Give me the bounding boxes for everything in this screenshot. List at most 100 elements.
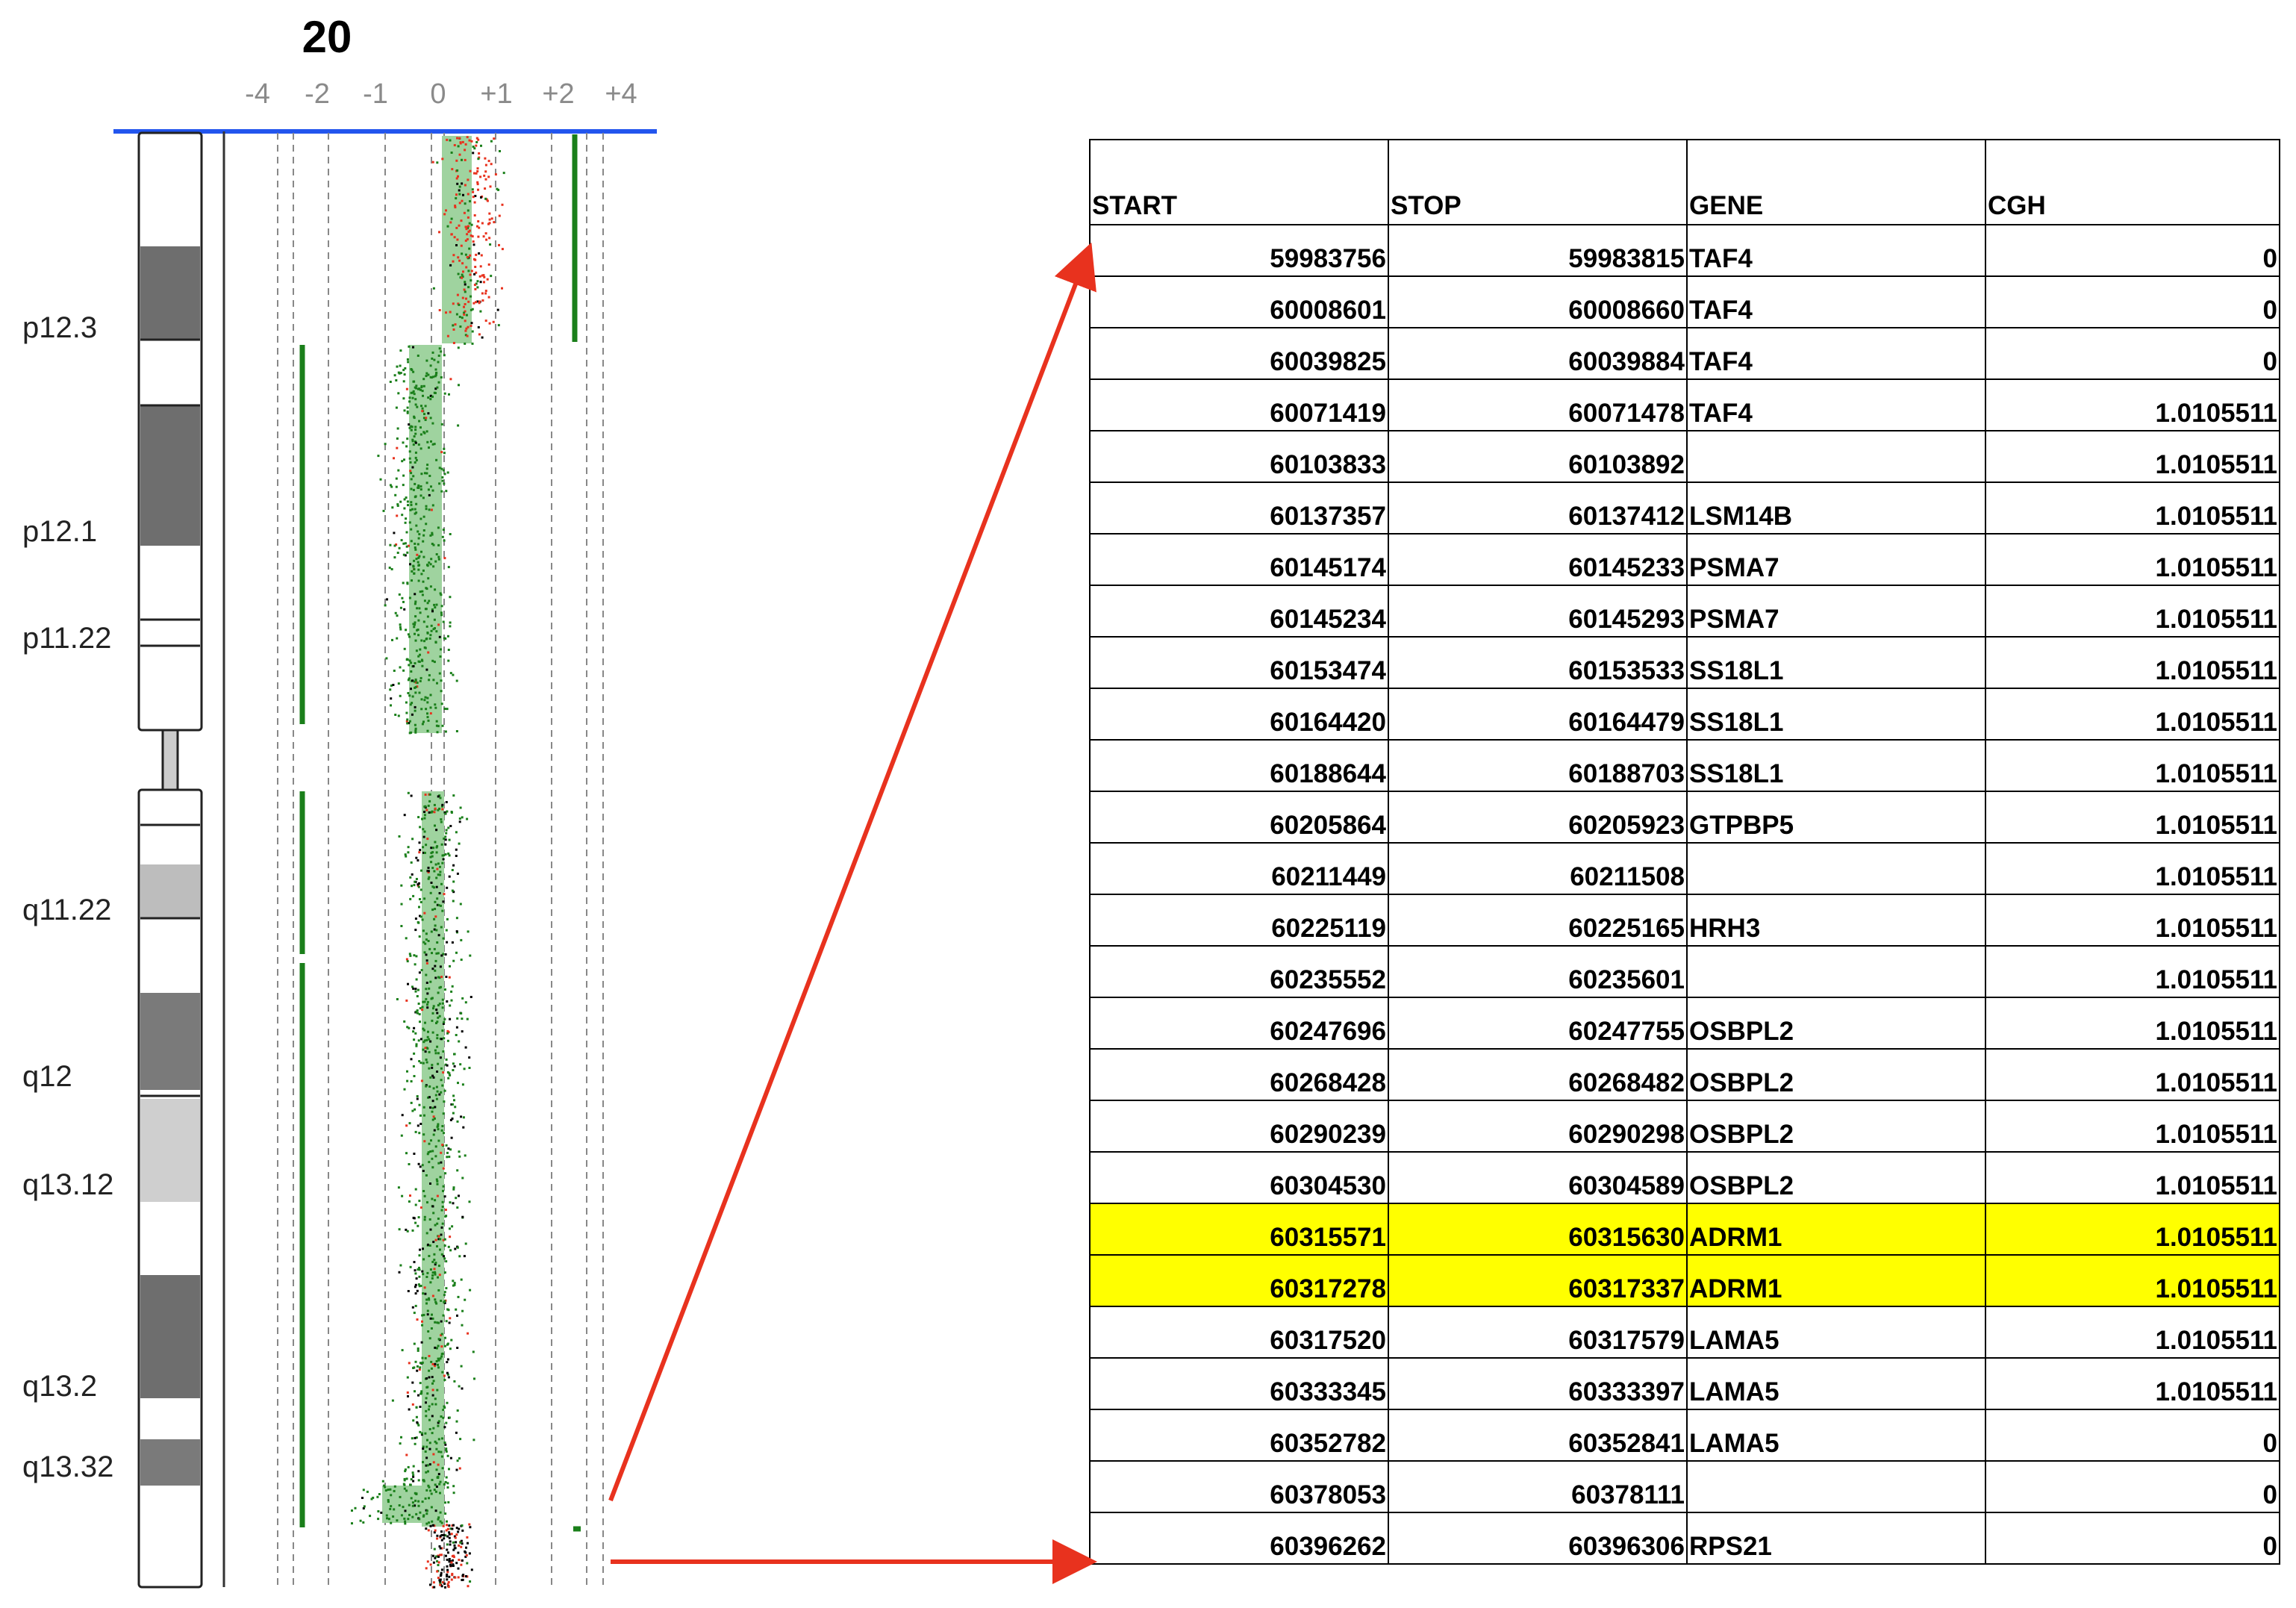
probe-point	[477, 158, 480, 161]
probe-point	[443, 1132, 445, 1135]
probe-point	[437, 991, 440, 994]
table-row: 60333345 60333397 LAMA5 1.0105511	[1089, 1357, 2280, 1410]
probe-point	[485, 238, 488, 241]
probe-point	[447, 1147, 450, 1150]
probe-point	[434, 588, 437, 591]
probe-point	[452, 1186, 455, 1189]
cell-cgh: 0	[1985, 275, 2280, 328]
probe-point	[422, 929, 425, 932]
cell-gene	[1686, 1460, 1986, 1513]
probe-point	[445, 1287, 448, 1290]
probe-point	[443, 1244, 446, 1247]
probe-point	[419, 1062, 422, 1065]
probe-point	[445, 801, 448, 803]
probe-point	[417, 1283, 420, 1286]
probe-point	[428, 793, 431, 796]
probe-point	[414, 963, 417, 966]
probe-point	[454, 205, 457, 208]
probe-point	[449, 139, 452, 142]
probe-point	[424, 1050, 427, 1053]
probe-point	[480, 254, 483, 257]
probe-point	[426, 701, 429, 704]
probe-point	[419, 676, 422, 679]
probe-point	[425, 997, 428, 1000]
probe-point	[435, 720, 438, 723]
probe-point	[413, 1312, 416, 1315]
probe-point	[486, 278, 489, 281]
probe-point	[437, 361, 440, 364]
probe-point	[410, 1497, 413, 1500]
probe-point	[354, 1506, 357, 1509]
probe-point	[440, 1151, 443, 1154]
probe-point	[417, 355, 419, 357]
probe-point	[430, 1506, 433, 1509]
probe-point	[393, 556, 396, 559]
cell-start: 60290239	[1089, 1100, 1389, 1153]
probe-point	[445, 929, 448, 932]
probe-point	[478, 302, 481, 305]
probe-point	[431, 1271, 434, 1274]
probe-point	[447, 826, 450, 829]
probe-point	[440, 1129, 443, 1132]
probe-point	[431, 1479, 434, 1481]
probe-point	[408, 544, 410, 547]
probe-point	[413, 1075, 416, 1077]
probe-point	[468, 1056, 471, 1059]
cell-cgh: 1.0105511	[1985, 482, 2280, 535]
probe-point	[470, 234, 472, 237]
probe-point	[437, 1265, 440, 1268]
probe-point	[475, 137, 478, 140]
probe-point	[403, 608, 406, 611]
probe-point	[455, 848, 458, 851]
probe-point	[434, 969, 437, 972]
probe-point	[427, 804, 430, 807]
probe-point	[446, 1371, 449, 1374]
probe-point	[401, 460, 404, 463]
probe-point	[426, 992, 429, 995]
table-row: 60008601 60008660 TAF4 0	[1089, 275, 2280, 328]
probe-point	[460, 1539, 463, 1542]
probe-point	[419, 1511, 422, 1514]
probe-point	[475, 172, 478, 175]
cell-start: 60008601	[1089, 275, 1389, 328]
probe-point	[418, 1200, 421, 1203]
probe-point	[472, 302, 475, 305]
probe-point	[449, 1527, 452, 1530]
probe-point	[426, 615, 429, 618]
probe-point	[467, 225, 470, 228]
probe-point	[481, 292, 484, 295]
probe-point	[438, 1015, 441, 1018]
probe-point	[414, 1504, 417, 1507]
probe-point	[432, 1427, 435, 1430]
probe-point	[437, 1162, 440, 1165]
probe-point	[440, 882, 443, 885]
probe-point	[430, 1367, 433, 1370]
probe-point	[441, 1206, 444, 1208]
probe-point	[470, 308, 472, 311]
probe-point	[388, 567, 391, 569]
probe-point	[422, 1273, 425, 1276]
probe-point	[436, 1194, 439, 1197]
cell-stop: 60235601	[1388, 945, 1688, 998]
probe-point	[422, 569, 425, 572]
probe-point	[428, 1050, 431, 1053]
probe-point	[429, 1489, 432, 1492]
probe-point	[417, 530, 419, 533]
probe-point	[476, 181, 479, 184]
probe-point	[402, 380, 405, 383]
probe-point	[405, 701, 408, 704]
probe-point	[403, 647, 406, 650]
probe-point	[440, 702, 443, 705]
probe-point	[405, 517, 408, 520]
probe-point	[446, 941, 449, 944]
probe-point	[390, 1521, 393, 1524]
probe-point	[377, 1518, 380, 1521]
probe-point	[479, 175, 482, 178]
probe-point	[404, 554, 407, 557]
probe-point	[449, 1004, 452, 1007]
probe-point	[449, 825, 452, 827]
gene-table-container: START STOP GENE CGH 59983756 59983815 TAF4…	[1089, 139, 2280, 1565]
axis-tick: -2	[305, 78, 330, 110]
probe-point	[440, 976, 443, 979]
probe-point	[430, 811, 433, 814]
